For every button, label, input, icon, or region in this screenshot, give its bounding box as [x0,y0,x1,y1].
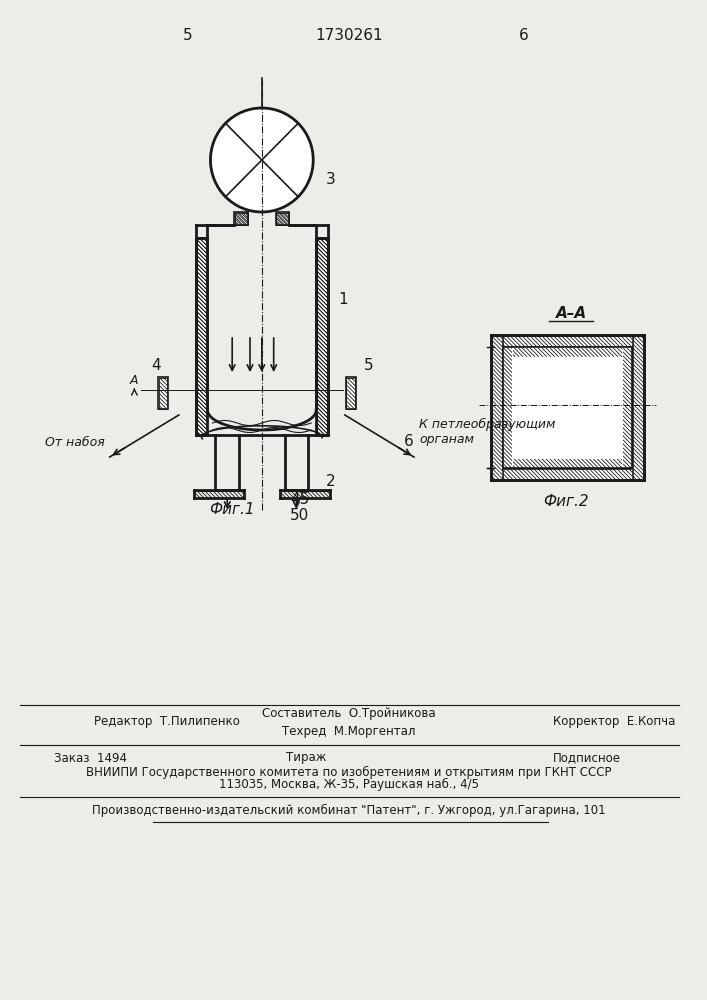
Bar [491,336,503,480]
Text: 4: 4 [151,358,161,372]
Text: 3: 3 [326,172,336,188]
Bar [503,348,513,468]
Bar [158,377,168,409]
Text: 2: 2 [326,475,336,489]
Bar [196,238,207,434]
Text: Корректор  Е.Копча: Корректор Е.Копча [554,714,676,728]
Polygon shape [194,490,243,497]
Bar [158,377,168,408]
Text: Заказ  1494: Заказ 1494 [54,752,127,764]
Polygon shape [491,336,503,480]
Bar [491,335,644,480]
Polygon shape [503,468,632,480]
Bar [194,490,243,497]
Polygon shape [276,213,289,225]
Bar [317,238,327,434]
Bar [276,212,289,225]
Text: 6: 6 [519,27,529,42]
Bar [280,490,329,497]
Bar [317,238,327,434]
Bar [234,212,248,225]
Polygon shape [317,238,327,434]
Text: Техред  М.Моргентал: Техред М.Моргентал [282,724,416,738]
Text: Производственно-издательский комбинат "Патент", г. Ужгород, ул.Гагарина, 101: Производственно-издательский комбинат "П… [92,803,606,817]
Bar [346,377,355,408]
Bar [513,357,622,458]
Bar [235,213,247,225]
Bar [513,458,622,468]
Polygon shape [317,238,327,434]
Text: 1730261: 1730261 [315,27,382,42]
Polygon shape [513,348,622,357]
Text: ВНИИПИ Государственного комитета по изобретениям и открытиям при ГКНТ СССР: ВНИИПИ Государственного комитета по изоб… [86,765,612,779]
Bar [276,212,289,225]
Text: Составитель  О.Тройникова: Составитель О.Тройникова [262,708,436,720]
Bar [491,335,644,480]
Bar [503,468,632,480]
Text: 1: 1 [338,292,348,308]
Text: 113035, Москва, Ж-35, Раушская наб., 4/5: 113035, Москва, Ж-35, Раушская наб., 4/5 [218,777,479,791]
Bar [346,377,356,409]
Polygon shape [196,238,207,434]
Polygon shape [503,348,513,468]
Polygon shape [503,336,632,347]
Bar [276,213,289,225]
Polygon shape [346,377,355,408]
Bar [513,348,622,357]
Text: Фиг.1: Фиг.1 [209,502,255,518]
Text: A: A [130,373,139,386]
Bar [234,212,248,225]
Polygon shape [513,458,622,468]
Text: 45: 45 [290,492,309,508]
Bar [633,336,643,480]
Text: 5: 5 [183,27,192,42]
Bar [196,238,207,435]
Polygon shape [196,238,207,434]
Circle shape [211,108,313,212]
Polygon shape [633,336,643,480]
Bar [503,336,632,347]
Polygon shape [235,213,247,225]
Bar [623,348,632,468]
Polygon shape [276,212,289,225]
Polygon shape [623,348,632,468]
Polygon shape [234,212,248,225]
Bar [316,238,328,435]
Text: Фиг.2: Фиг.2 [544,494,589,510]
Bar [503,347,632,468]
Text: От набоя: От набоя [45,436,105,448]
Text: 6: 6 [404,434,414,450]
Text: Тираж: Тираж [286,752,327,764]
Text: Подписное: Подписное [554,752,621,764]
Bar [196,238,207,434]
Bar [503,347,632,468]
Text: 5: 5 [363,358,373,372]
Polygon shape [280,490,329,497]
Text: Редактор  Т.Пилипенко: Редактор Т.Пилипенко [94,714,240,728]
Polygon shape [158,377,168,408]
Bar [503,347,632,468]
Text: 50: 50 [290,508,309,524]
Text: К петлеобразующим
органам: К петлеобразующим органам [419,418,555,446]
Text: A–A: A–A [556,306,587,320]
